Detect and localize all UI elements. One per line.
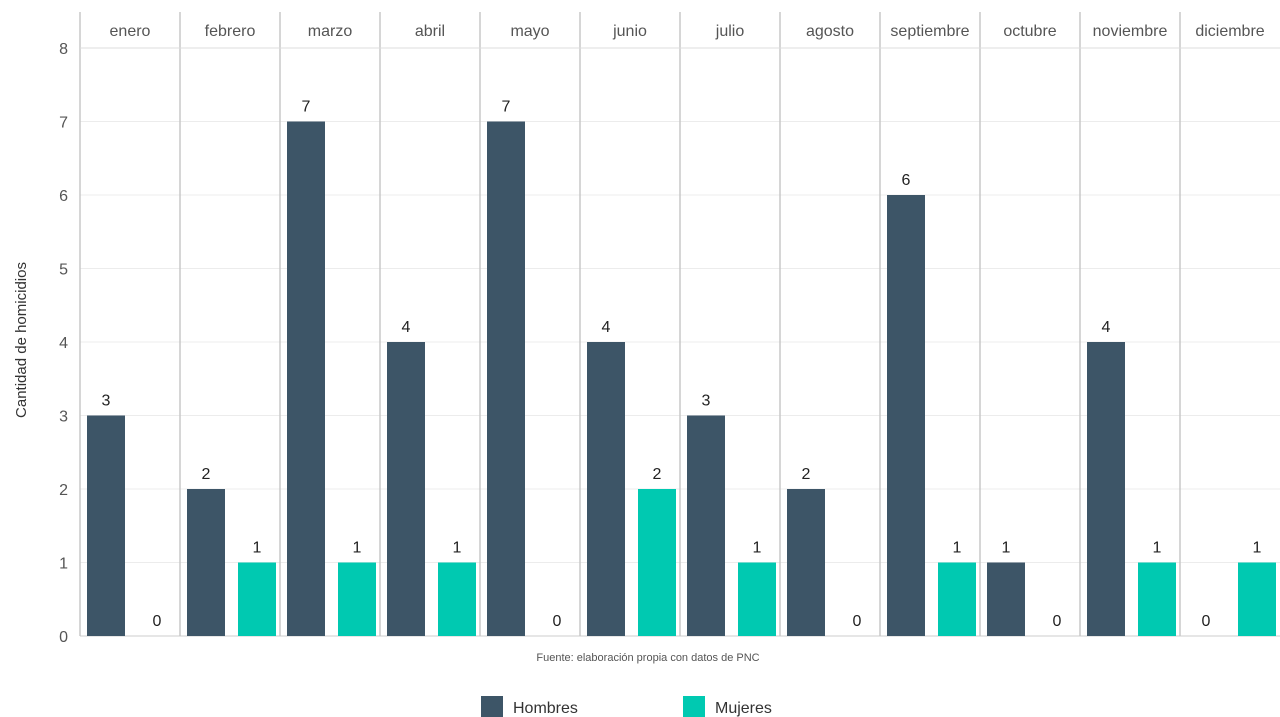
legend-label-mujeres: Mujeres — [715, 700, 772, 717]
y-tick-label: 7 — [59, 115, 68, 132]
data-label-hombres: 4 — [402, 319, 411, 336]
y-tick-label: 5 — [59, 262, 68, 279]
y-tick-label: 3 — [59, 409, 68, 426]
data-label-hombres: 2 — [802, 466, 811, 483]
bar-mujeres — [638, 489, 676, 636]
data-label-hombres: 2 — [202, 466, 211, 483]
bar-hombres — [687, 415, 725, 636]
data-label-mujeres: 1 — [953, 540, 962, 557]
bar-hombres — [787, 489, 825, 636]
bar-hombres — [287, 121, 325, 636]
y-axis: 0 1 2 3 4 5 6 7 8 — [59, 41, 68, 646]
month-label: julio — [715, 23, 745, 40]
bars — [87, 121, 1276, 636]
y-tick-label: 1 — [59, 556, 68, 573]
bar-mujeres — [938, 562, 976, 636]
bar-hombres — [87, 415, 125, 636]
month-label: marzo — [308, 23, 353, 40]
data-label-hombres: 1 — [1002, 540, 1011, 557]
data-label-mujeres: 1 — [453, 540, 462, 557]
legend-swatch-hombres — [481, 696, 503, 717]
data-label-mujeres: 0 — [553, 613, 562, 630]
data-label-mujeres: 1 — [1153, 540, 1162, 557]
data-label-hombres: 3 — [702, 393, 711, 410]
bar-mujeres — [1138, 562, 1176, 636]
data-labels: 3 2 7 4 7 4 3 2 6 1 4 0 0 1 1 1 0 2 1 0 1 0 1 1 — [102, 99, 1262, 631]
month-label: noviembre — [1093, 23, 1168, 40]
y-tick-label: 8 — [59, 41, 68, 58]
month-label: abril — [415, 23, 445, 40]
data-label-mujeres: 2 — [653, 466, 662, 483]
data-label-hombres: 3 — [102, 393, 111, 410]
data-label-hombres: 7 — [302, 99, 311, 116]
source-note: Fuente: elaboración propia con datos de … — [536, 652, 759, 664]
month-label: agosto — [806, 23, 854, 40]
data-label-mujeres: 1 — [253, 540, 262, 557]
month-panels: enero febrero marzo abril mayo junio julio agos… — [79, 12, 1280, 636]
data-label-hombres: 7 — [502, 99, 511, 116]
month-label: diciembre — [1195, 23, 1264, 40]
y-tick-label: 6 — [59, 188, 68, 205]
month-label: mayo — [510, 23, 549, 40]
data-label-mujeres: 0 — [1053, 613, 1062, 630]
month-label: febrero — [205, 23, 256, 40]
data-label-mujeres: 1 — [353, 540, 362, 557]
bar-hombres — [387, 342, 425, 636]
legend: Hombres Mujeres — [481, 696, 772, 717]
bar-mujeres — [238, 562, 276, 636]
bar-hombres — [1087, 342, 1125, 636]
month-label: enero — [110, 23, 151, 40]
bar-hombres — [887, 195, 925, 636]
data-label-hombres: 6 — [902, 172, 911, 189]
bar-mujeres — [338, 562, 376, 636]
legend-swatch-mujeres — [683, 696, 705, 717]
data-label-hombres: 0 — [1202, 613, 1211, 630]
bar-mujeres — [1238, 562, 1276, 636]
month-label: octubre — [1003, 23, 1056, 40]
y-axis-title: Cantidad de homicidios — [13, 262, 30, 418]
bar-mujeres — [738, 562, 776, 636]
data-label-mujeres: 1 — [753, 540, 762, 557]
bar-mujeres — [438, 562, 476, 636]
data-label-mujeres: 1 — [1253, 540, 1262, 557]
y-tick-label: 4 — [59, 335, 68, 352]
y-tick-label: 0 — [59, 629, 68, 646]
y-tick-label: 2 — [59, 482, 68, 499]
data-label-mujeres: 0 — [853, 613, 862, 630]
bar-hombres — [187, 489, 225, 636]
bar-hombres — [487, 121, 525, 636]
month-label: septiembre — [890, 23, 969, 40]
data-label-hombres: 4 — [602, 319, 611, 336]
month-label: junio — [612, 23, 647, 40]
data-label-mujeres: 0 — [153, 613, 162, 630]
bar-hombres — [587, 342, 625, 636]
bar-hombres — [987, 562, 1025, 636]
legend-label-hombres: Hombres — [513, 700, 578, 717]
data-label-hombres: 4 — [1102, 319, 1111, 336]
